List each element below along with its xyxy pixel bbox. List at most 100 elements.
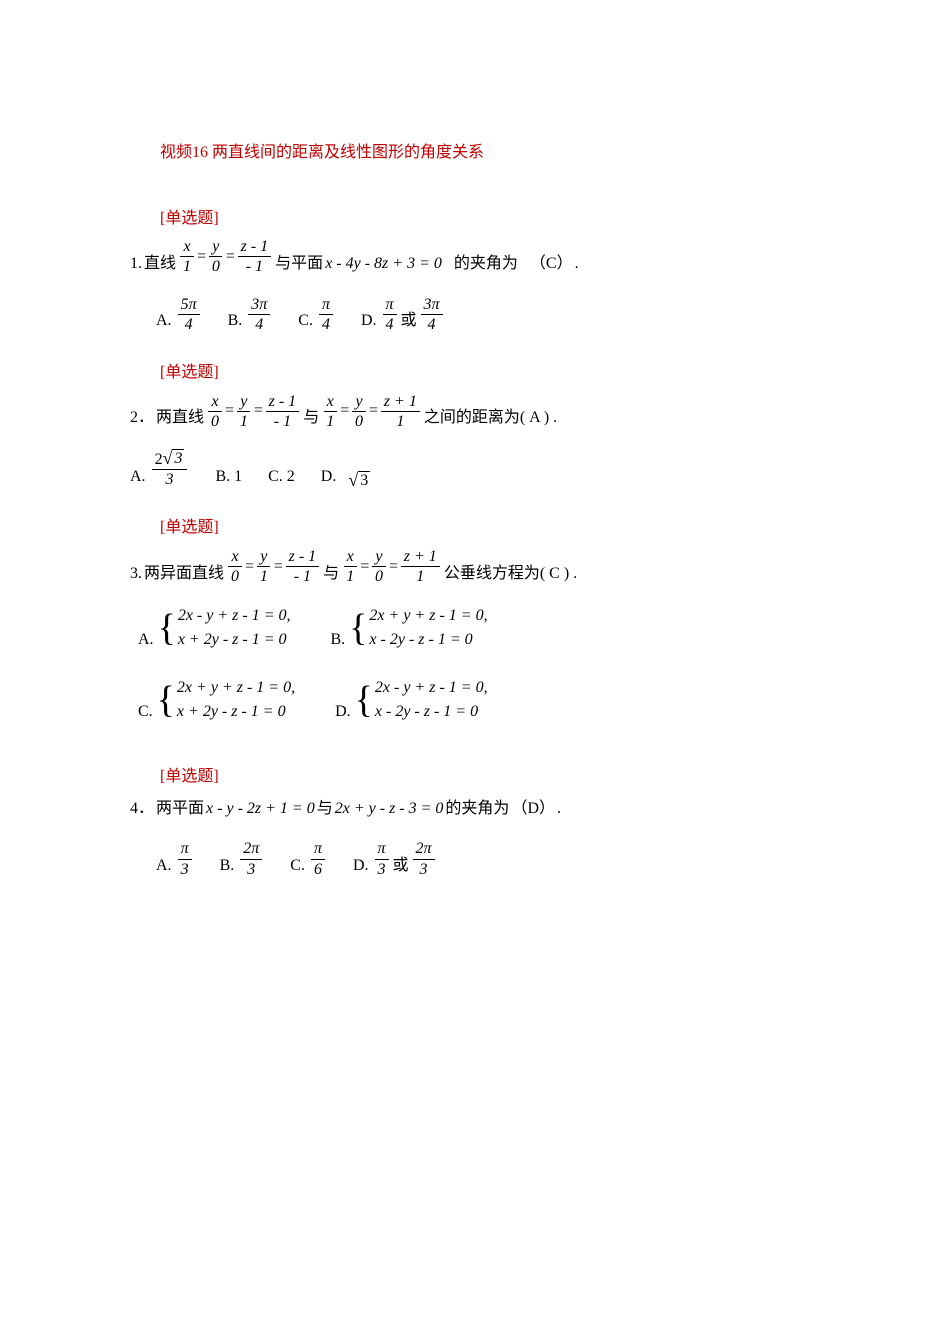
option-d[interactable]: D. √3 (321, 464, 370, 490)
sys-row: x - 2y - z - 1 = 0 (375, 700, 488, 724)
frac-den: 3 (417, 860, 431, 879)
opt-label: B. (215, 464, 230, 490)
eq-sign: = (225, 244, 236, 270)
opt-label: B. (220, 853, 235, 879)
question-tag: [单选题] (160, 764, 820, 790)
frac-num: π (311, 839, 325, 859)
frac-den: 0 (209, 257, 223, 276)
frac-num: 3π (421, 295, 443, 315)
or-text: 或 (393, 853, 409, 879)
opt-label: C. (268, 464, 283, 490)
sys-row: 2x - y + z - 1 = 0, (178, 604, 291, 628)
question-4: 4． 两平面 x - y - 2z + 1 = 0 与 2x + y - z -… (130, 796, 820, 879)
sqrt-body: 3 (172, 449, 184, 468)
frac-num: π (383, 295, 397, 315)
opt-label: B. (228, 308, 243, 334)
frac-num: 2√3 (152, 449, 188, 470)
frac-den: 3 (375, 860, 389, 879)
frac-den: 1 (323, 412, 337, 431)
frac-den: 1 (180, 257, 194, 276)
option-b[interactable]: B. {2x + y + z - 1 = 0,x - 2y - z - 1 = … (331, 604, 488, 652)
sys-row: x + 2y - z - 1 = 0 (177, 700, 295, 724)
frac-den: 3 (244, 860, 258, 879)
q1-ans: （C） (530, 251, 573, 277)
frac-num: z - 1 (238, 237, 272, 257)
option-c[interactable]: C. π4 (298, 295, 335, 334)
eq-sign: = (253, 398, 264, 424)
frac-den: - 1 (243, 257, 266, 276)
frac-den: 0 (372, 567, 386, 586)
frac-den: 0 (208, 412, 222, 431)
frac-num: z - 1 (266, 392, 300, 412)
frac-den: 4 (252, 315, 266, 334)
frac-den: 1 (237, 412, 251, 431)
eq-sign: = (359, 554, 370, 580)
q2-post: 之间的距离为( A ) . (424, 405, 557, 431)
q4-p2: 2x + y - z - 3 = 0 (335, 796, 444, 822)
option-a[interactable]: A. 2√3 3 (130, 449, 189, 489)
option-c[interactable]: C. π6 (290, 839, 327, 878)
coeff: 2 (155, 451, 163, 468)
opt-label: A. (138, 627, 154, 653)
frac-num: y (257, 547, 270, 567)
eq-sign: = (368, 398, 379, 424)
sys-row: 2x + y + z - 1 = 0, (369, 604, 487, 628)
q3-mid: 与 (323, 561, 339, 587)
frac-num: 5π (178, 295, 200, 315)
frac-num: 3π (248, 295, 270, 315)
q2-mid: 与 (303, 405, 319, 431)
q2-pre: 两直线 (156, 405, 204, 431)
eq-sign: = (339, 398, 350, 424)
q1-post2: . (575, 251, 579, 277)
eq-sign: = (244, 554, 255, 580)
question-3: 3. 两异面直线 x0 = y1 = z - 1- 1 与 x1 = y0 = … (130, 547, 820, 738)
frac-num: π (375, 839, 389, 859)
frac-den: 1 (393, 412, 407, 431)
q4-pre: 两平面 (156, 796, 204, 822)
q4-post2: . (557, 796, 561, 822)
option-d[interactable]: D. π3 或 2π3 (353, 839, 437, 878)
sys-row: x + 2y - z - 1 = 0 (178, 628, 291, 652)
question-tag: [单选题] (160, 515, 820, 541)
opt-label: C. (138, 699, 153, 725)
q4-post1: 的夹角为 (445, 796, 509, 822)
opt-value: 1 (234, 464, 242, 490)
option-a[interactable]: A. π3 (156, 839, 194, 878)
frac-num: y (352, 392, 365, 412)
brace-icon: { (355, 685, 373, 715)
q1-num: 1. (130, 251, 142, 277)
question-1: 1. 直线 x1 = y0 = z - 1- 1 与平面 x - 4y - 8z… (130, 237, 820, 334)
q4-mid: 与 (317, 796, 333, 822)
frac-den: 0 (228, 567, 242, 586)
opt-label: C. (290, 853, 305, 879)
brace-icon: { (158, 613, 176, 643)
eq-sign: = (388, 554, 399, 580)
option-b[interactable]: B. 1 (215, 464, 242, 490)
frac-num: π (178, 839, 192, 859)
q1-post1: 的夹角为 (454, 251, 518, 277)
option-b[interactable]: B. 3π4 (228, 295, 273, 334)
or-text: 或 (401, 308, 417, 334)
option-c[interactable]: C. {2x + y + z - 1 = 0,x + 2y - z - 1 = … (138, 676, 295, 724)
q4-ans: （D） (511, 796, 555, 822)
frac-num: y (237, 392, 250, 412)
option-d[interactable]: D. π4 或 3π4 (361, 295, 445, 334)
frac-num: x (344, 547, 357, 567)
option-a[interactable]: A. {2x - y + z - 1 = 0,x + 2y - z - 1 = … (138, 604, 291, 652)
frac-den: 4 (319, 315, 333, 334)
frac-den: 3 (163, 470, 177, 489)
frac-den: 4 (383, 315, 397, 334)
option-b[interactable]: B. 2π3 (220, 839, 265, 878)
option-c[interactable]: C. 2 (268, 464, 295, 490)
option-a[interactable]: A. 5π4 (156, 295, 202, 334)
eq-sign: = (273, 554, 284, 580)
frac-den: - 1 (291, 567, 314, 586)
frac-num: z - 1 (286, 547, 320, 567)
option-d[interactable]: D. {2x - y + z - 1 = 0,x - 2y - z - 1 = … (335, 676, 488, 724)
question-tag: [单选题] (160, 360, 820, 386)
frac-num: y (209, 237, 222, 257)
q2-num: 2． (130, 405, 154, 431)
opt-label: D. (353, 853, 369, 879)
sys-row: 2x - y + z - 1 = 0, (375, 676, 488, 700)
q3-post: 公垂线方程为( C ) . (444, 561, 577, 587)
